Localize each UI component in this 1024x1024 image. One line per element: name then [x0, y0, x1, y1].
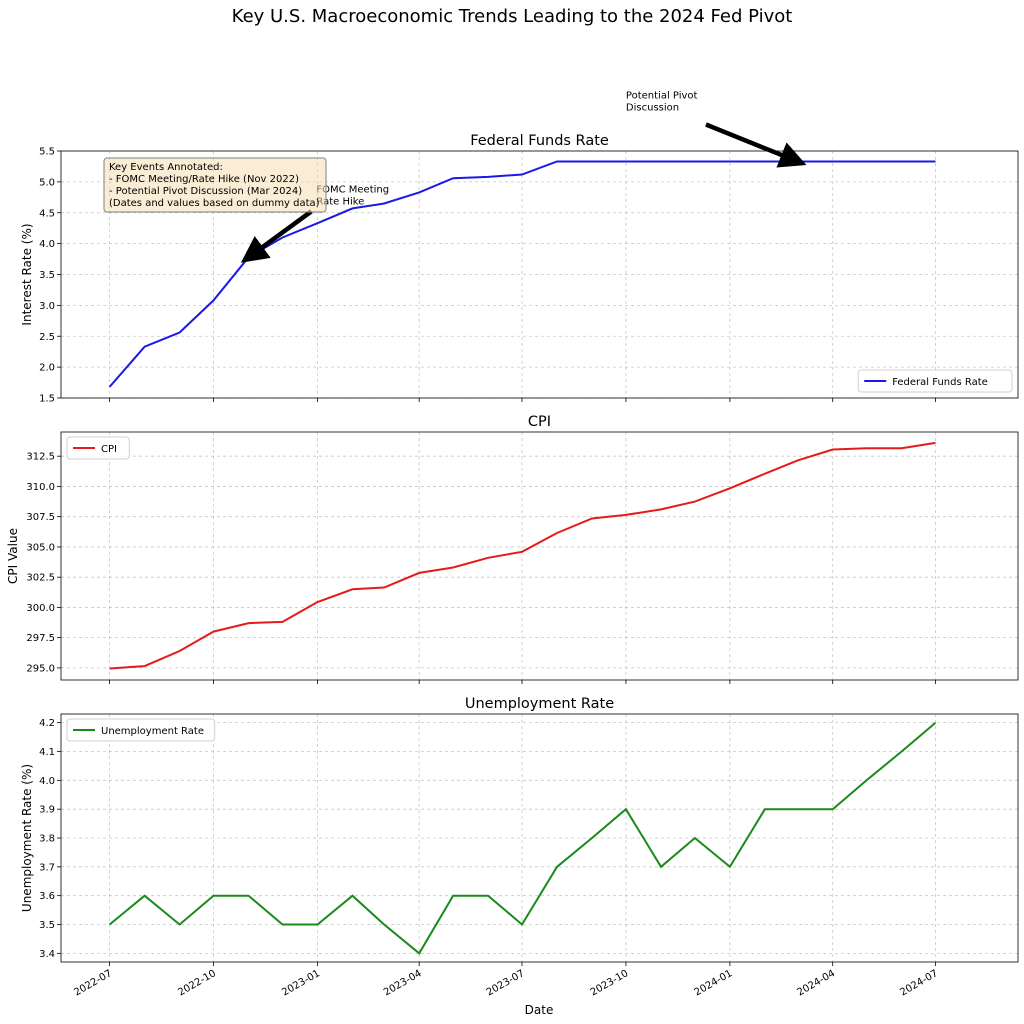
legend-frame — [66, 718, 216, 742]
panels: 1.5 2.0 2.5 3.0 3.5 4.0 4.5 5.0 5.5 Federal Funds… — [6, 91, 1019, 998]
y-tick-label: 312.5 — [26, 452, 55, 463]
legend-entry: CPI — [101, 444, 117, 455]
legend-entry: Federal Funds Rate — [892, 377, 988, 388]
y-tick-label: 3.8 — [39, 834, 55, 845]
y-tick-label: 5.0 — [39, 177, 55, 188]
axes-title: Unemployment Rate — [465, 696, 614, 712]
y-tick-label: 2.0 — [39, 363, 55, 374]
y-tick-label: 302.5 — [26, 573, 55, 584]
key-events-line: Key Events Annotated: — [109, 162, 223, 173]
x-tick-label: 2024-04 — [796, 968, 838, 998]
legend: Unemployment Rate — [66, 718, 216, 742]
key-events-frame — [103, 157, 327, 213]
y-tick-label: 3.0 — [39, 301, 55, 312]
annotation-text: FOMC Meeting — [316, 184, 389, 195]
y-tick-label: 5.5 — [39, 147, 55, 158]
y-tick-label: 3.4 — [39, 949, 55, 960]
legend-frame — [66, 436, 130, 460]
key-events-line: - FOMC Meeting/Rate Hike (Nov 2022) — [109, 174, 299, 185]
figure-title: Key U.S. Macroeconomic Trends Leading to… — [232, 6, 793, 27]
legend: Federal Funds Rate — [857, 369, 1013, 393]
legend-frame — [857, 369, 1013, 393]
annotation-text: Discussion — [626, 103, 679, 114]
y-tick-label: 3.5 — [39, 920, 55, 931]
panel-unemployment-rate: 3.4 3.5 3.6 3.7 3.8 3.9 4.0 4.1 4.2 Unemployment … — [20, 696, 1019, 966]
y-tick-label: 3.9 — [39, 805, 55, 816]
panel-cpi: 295.0 297.5 300.0 302.5 305.0 307.5 310.0 312.5… — [6, 414, 1019, 684]
y-tick-label: 297.5 — [26, 633, 55, 644]
y-tick-label: 1.5 — [39, 394, 55, 405]
y-tick-label: 2.5 — [39, 332, 55, 343]
annotation-arrow — [240, 209, 313, 263]
legend: CPI — [66, 436, 130, 460]
y-axis-label: Interest Rate (%) — [20, 223, 34, 325]
y-tick-label: 3.5 — [39, 270, 55, 281]
x-axis-label: Date — [525, 1003, 554, 1017]
axes-title: CPI — [528, 414, 551, 430]
x-tick-label: 2024-01 — [693, 968, 735, 998]
y-axis-label: Unemployment Rate (%) — [20, 764, 34, 912]
series-line-cpi — [109, 441, 936, 670]
x-tick-label: 2023-07 — [485, 968, 527, 998]
legend-entry: Unemployment Rate — [101, 726, 204, 737]
y-tick-label: 4.2 — [39, 718, 55, 729]
annotation-text: Potential Pivot — [626, 91, 698, 102]
y-tick-label: 310.0 — [26, 482, 55, 493]
x-tick-label: 2023-01 — [280, 968, 322, 998]
key-events-line: - Potential Pivot Discussion (Mar 2024) — [109, 186, 302, 197]
axes-frame — [60, 431, 1019, 681]
y-tick-label: 3.6 — [39, 891, 55, 902]
y-tick-label: 307.5 — [26, 512, 55, 523]
x-tick-label: 2022-10 — [176, 968, 218, 998]
axes-title: Federal Funds Rate — [470, 133, 609, 149]
x-tick-label: 2024-07 — [898, 968, 940, 998]
y-tick-label: 4.0 — [39, 239, 55, 250]
y-tick-label: 305.0 — [26, 542, 55, 553]
y-tick-label: 295.0 — [26, 663, 55, 674]
annotation-text: Rate Hike — [316, 196, 364, 207]
panel-federal-funds-rate: 1.5 2.0 2.5 3.0 3.5 4.0 4.5 5.0 5.5 Federal Funds… — [20, 91, 1019, 405]
x-tick-label: 2022-07 — [72, 968, 114, 998]
y-tick-label: 3.7 — [39, 862, 55, 873]
annotation-arrow — [705, 122, 807, 168]
key-events-box: Key Events Annotated:- FOMC Meeting/Rate… — [103, 157, 327, 213]
axes-frame — [60, 713, 1019, 963]
x-tick-label: 2023-10 — [589, 968, 631, 998]
axes-frame — [60, 150, 1019, 399]
y-tick-label: 4.0 — [39, 776, 55, 787]
y-axis-label: CPI Value — [6, 528, 20, 584]
key-events-line: (Dates and values based on dummy data) — [109, 198, 320, 209]
y-tick-label: 4.5 — [39, 208, 55, 219]
x-tick-label: 2023-04 — [382, 968, 424, 998]
series-line-unemployment-rate — [108, 721, 937, 955]
y-tick-label: 300.0 — [26, 603, 55, 614]
y-tick-label: 4.1 — [39, 747, 55, 758]
